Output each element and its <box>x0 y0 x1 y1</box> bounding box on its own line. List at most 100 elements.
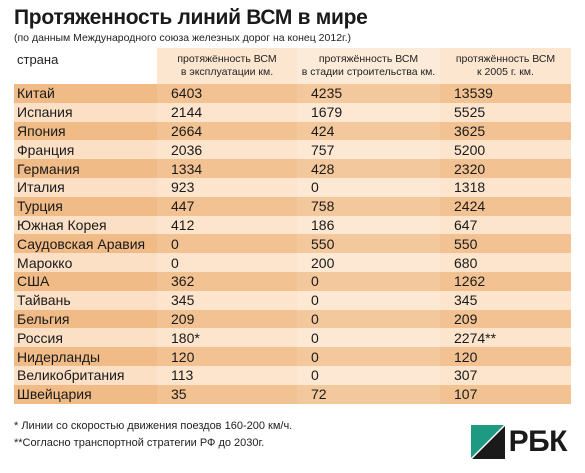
table-row: Южная Корея 412 186 647 <box>14 215 571 235</box>
cell-country: Нидерланды <box>14 347 157 366</box>
cell-country: Южная Корея <box>14 215 157 235</box>
cell-by2005: 647 <box>440 215 571 235</box>
footnotes: * Линии со скоростью движения поездов 16… <box>14 418 292 452</box>
table-row: Великобритания 113 0 307 <box>14 365 571 385</box>
header-operating-line1: протяжённость ВСМ <box>177 53 277 65</box>
cell-by2005: 107 <box>440 384 571 404</box>
rbc-logo: РБК <box>470 425 568 459</box>
table-row: Россия 180* 0 2274** <box>14 328 571 348</box>
cell-country: США <box>14 271 157 291</box>
cell-construction: 0 <box>297 309 440 329</box>
table-row: Испания 2144 1679 5525 <box>14 102 571 122</box>
cell-country: Саудовская Аравия <box>14 234 157 254</box>
cell-construction: 0 <box>297 290 440 310</box>
page-title: Протяженность линий ВСМ в мире <box>14 6 368 29</box>
cell-by2005: 120 <box>440 347 571 366</box>
header-by2005-line1: протяжённость ВСМ <box>455 53 556 65</box>
cell-by2005: 1318 <box>440 177 571 197</box>
cell-by2005: 5525 <box>440 102 571 122</box>
table-row: Франция 2036 757 5200 <box>14 140 571 160</box>
cell-by2005: 5200 <box>440 140 571 160</box>
cell-country: Тайвань <box>14 290 157 310</box>
table-row: Тайвань 345 0 345 <box>14 290 571 310</box>
rbc-logo-text: РБК <box>508 425 568 458</box>
cell-by2005: 680 <box>440 253 571 272</box>
cell-construction: 1679 <box>297 102 440 122</box>
table-row: Нидерланды 120 0 120 <box>14 347 571 366</box>
cell-operating: 120 <box>157 347 297 366</box>
cell-country: Швейцария <box>14 384 157 404</box>
cell-country: Германия <box>14 159 157 178</box>
cell-construction: 757 <box>297 140 440 160</box>
header-operating: протяжённость ВСМ в эксплуатации км. <box>157 48 297 84</box>
cell-by2005: 3625 <box>440 121 571 141</box>
cell-construction: 0 <box>297 177 440 197</box>
cell-by2005: 209 <box>440 309 571 329</box>
header-country: страна <box>14 48 157 84</box>
cell-construction: 0 <box>297 347 440 366</box>
header-construction-line1: протяжённость ВСМ <box>318 53 419 65</box>
table-row: Марокко 0 200 680 <box>14 253 571 272</box>
cell-by2005: 1262 <box>440 271 571 291</box>
cell-construction: 186 <box>297 215 440 235</box>
table-row: Саудовская Аравия 0 550 550 <box>14 234 571 254</box>
cell-operating: 447 <box>157 196 297 216</box>
table-row: Бельгия 209 0 209 <box>14 309 571 329</box>
cell-operating: 113 <box>157 365 297 385</box>
cell-operating: 412 <box>157 215 297 235</box>
cell-by2005: 2320 <box>440 159 571 178</box>
cell-by2005: 13539 <box>440 84 571 103</box>
cell-operating: 209 <box>157 309 297 329</box>
cell-construction: 0 <box>297 328 440 348</box>
cell-country: Великобритания <box>14 365 157 385</box>
cell-operating: 0 <box>157 234 297 254</box>
rbc-logo-icon <box>470 425 505 459</box>
header-construction: протяжённость ВСМ в стадии строительства… <box>297 48 440 84</box>
cell-operating: 2036 <box>157 140 297 160</box>
cell-construction: 428 <box>297 159 440 178</box>
cell-operating: 0 <box>157 253 297 272</box>
cell-operating: 362 <box>157 271 297 291</box>
table-row: Италия 923 0 1318 <box>14 177 571 197</box>
page-subtitle: (по данным Международного союза железных… <box>14 32 351 44</box>
cell-country: Италия <box>14 177 157 197</box>
table-body: Китай 6403 4235 13539 Испания 2144 1679 5525 Япо… <box>14 84 571 404</box>
cell-country: Марокко <box>14 253 157 272</box>
cell-construction: 0 <box>297 365 440 385</box>
table-row: Китай 6403 4235 13539 <box>14 84 571 103</box>
cell-operating: 180* <box>157 328 297 348</box>
cell-construction: 200 <box>297 253 440 272</box>
cell-operating: 2144 <box>157 102 297 122</box>
cell-operating: 2664 <box>157 121 297 141</box>
footnote-1: * Линии со скоростью движения поездов 16… <box>14 420 293 432</box>
cell-country: Турция <box>14 196 157 216</box>
table-row: Япония 2664 424 3625 <box>14 121 571 141</box>
cell-operating: 35 <box>157 384 297 404</box>
table-row: Германия 1334 428 2320 <box>14 159 571 178</box>
cell-country: Франция <box>14 140 157 160</box>
cell-construction: 0 <box>297 271 440 291</box>
cell-country: Бельгия <box>14 309 157 329</box>
table-row: Турция 447 758 2424 <box>14 196 571 216</box>
cell-operating: 923 <box>157 177 297 197</box>
cell-country: Россия <box>14 328 157 348</box>
cell-by2005: 550 <box>440 234 571 254</box>
cell-country: Испания <box>14 102 157 122</box>
header-operating-line2: в эксплуатации км. <box>180 66 274 78</box>
cell-construction: 424 <box>297 121 440 141</box>
hsr-table: страна протяжённость ВСМ в эксплуатации … <box>14 48 571 404</box>
table-header-row: страна протяжённость ВСМ в эксплуатации … <box>14 48 571 84</box>
header-construction-line2: в стадии строительства км. <box>301 66 436 78</box>
table-row: США 362 0 1262 <box>14 271 571 291</box>
cell-by2005: 345 <box>440 290 571 310</box>
cell-operating: 1334 <box>157 159 297 178</box>
header-by2005-line2: к 2005 г. км. <box>477 66 534 78</box>
footnote-2: **Согласно транспортной стратегии РФ до … <box>14 437 265 449</box>
cell-country: Китай <box>14 84 157 103</box>
header-by2005: протяжённость ВСМ к 2005 г. км. <box>440 48 571 84</box>
cell-operating: 6403 <box>157 84 297 103</box>
cell-operating: 345 <box>157 290 297 310</box>
cell-construction: 72 <box>297 384 440 404</box>
cell-construction: 758 <box>297 196 440 216</box>
cell-construction: 550 <box>297 234 440 254</box>
